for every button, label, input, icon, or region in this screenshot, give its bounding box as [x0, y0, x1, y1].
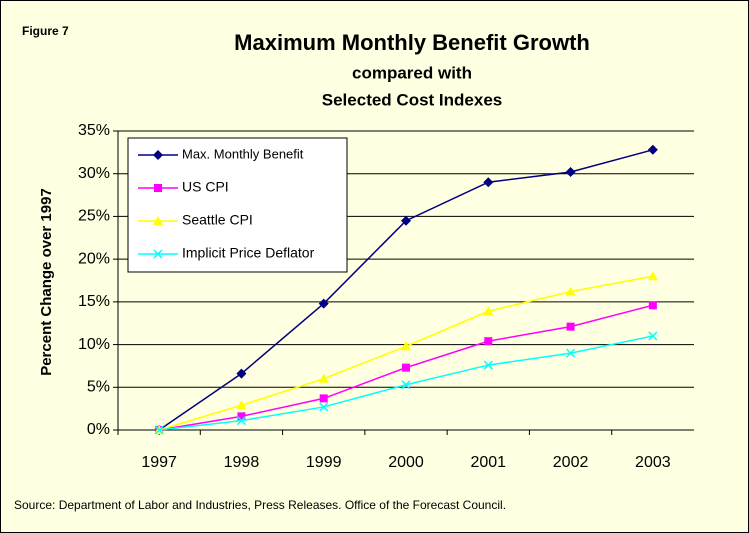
marker: [319, 402, 329, 412]
marker: [483, 360, 493, 370]
legend-label: Implicit Price Deflator: [182, 245, 315, 261]
marker: [153, 150, 163, 160]
legend-label: Seattle CPI: [182, 212, 253, 228]
source-note: Source: Department of Labor and Industri…: [14, 498, 506, 512]
marker: [318, 298, 329, 309]
figure-label: Figure 7: [22, 24, 69, 38]
marker: [153, 216, 163, 225]
y-tick-label: 15%: [78, 293, 110, 310]
marker: [237, 412, 246, 421]
marker: [648, 331, 658, 341]
marker: [566, 322, 575, 331]
chart-title: Maximum Monthly Benefit Growth: [234, 30, 590, 55]
y-tick-label: 30%: [78, 165, 110, 182]
legend-label: US CPI: [182, 179, 229, 195]
y-tick-label: 20%: [78, 250, 110, 267]
marker: [566, 348, 576, 358]
x-tick-label: 1999: [306, 454, 342, 471]
y-tick-label: 10%: [78, 336, 110, 353]
x-tick-label: 2000: [388, 454, 424, 471]
marker: [153, 249, 163, 259]
y-axis-label: Percent Change over 1997: [38, 188, 55, 376]
marker: [401, 341, 411, 351]
marker: [236, 368, 247, 379]
marker: [401, 215, 411, 226]
marker: [483, 177, 494, 188]
marker: [401, 380, 411, 390]
marker: [484, 337, 493, 346]
y-tick-label: 5%: [87, 379, 110, 396]
marker: [318, 373, 329, 383]
marker: [565, 167, 576, 178]
marker: [154, 184, 162, 192]
legend-label: Max. Monthly Benefit: [182, 146, 304, 161]
legend-box: [127, 137, 348, 273]
x-tick-label: 1997: [141, 454, 177, 471]
marker: [236, 400, 247, 410]
marker: [647, 271, 658, 281]
marker: [319, 394, 328, 403]
marker: [565, 286, 576, 296]
y-tick-label: 25%: [78, 208, 110, 225]
x-tick-label: 2001: [470, 454, 506, 471]
y-tick-label: 0%: [87, 421, 110, 438]
y-tick-label: 35%: [78, 122, 110, 139]
x-tick-label: 2003: [635, 454, 671, 471]
chart-subtitle: compared with: [352, 63, 472, 82]
marker: [648, 301, 657, 310]
marker: [402, 363, 410, 372]
x-tick-label: 2002: [553, 454, 589, 471]
marker: [647, 144, 658, 155]
marker: [236, 416, 246, 426]
chart-subtitle: Selected Cost Indexes: [322, 90, 502, 109]
x-tick-label: 1998: [224, 454, 260, 471]
marker: [154, 425, 164, 435]
marker: [483, 306, 494, 316]
